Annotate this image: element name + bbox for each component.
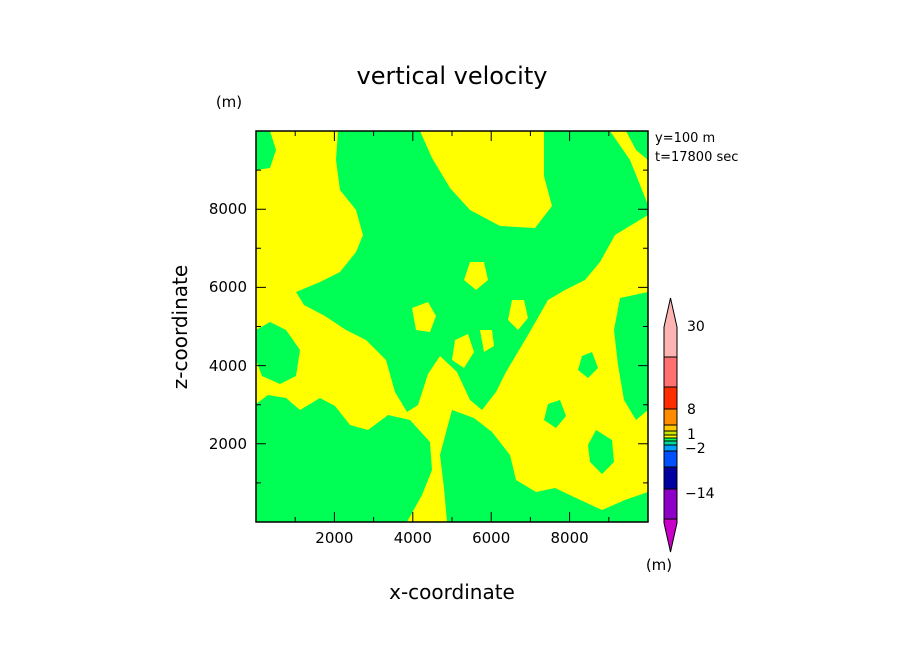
colorbar-tick-label: 30 [687, 319, 705, 335]
colorbar-unit: (m) [646, 556, 672, 574]
x-tick-label: 8000 [551, 529, 589, 547]
y-tick-label: 8000 [209, 200, 247, 218]
x-tick-label: 2000 [315, 529, 353, 547]
x-tick-labels: 2000 4000 6000 8000 [315, 529, 588, 547]
chart-title: vertical velocity [357, 62, 548, 90]
colorbar-tick-label: 8 [687, 402, 696, 418]
colorbar-bin-5 [664, 425, 677, 431]
colorbar-bin-10 [664, 445, 677, 451]
y-tick-label: 6000 [209, 278, 247, 296]
y-axis-label: z-coordinate [168, 265, 192, 389]
colorbar-bin-3 [664, 387, 677, 409]
y-tick-labels: 2000 4000 6000 8000 [209, 200, 247, 453]
colorbar-end-top [664, 298, 677, 327]
colorbar-bin-12 [664, 467, 677, 489]
colorbar-bin-11 [664, 451, 677, 467]
colorbar-bin-14 [664, 519, 677, 523]
x-tick-label: 6000 [472, 529, 510, 547]
colorbar: 30 8 1 −2 −14 (m) [646, 298, 715, 574]
colorbar-bin-1 [664, 327, 677, 357]
colorbar-bin-2 [664, 357, 677, 387]
colorbar-bin-6 [664, 431, 677, 435]
y-axis-unit: (m) [216, 93, 242, 111]
colorbar-labels: 30 8 1 −2 −14 [685, 319, 715, 502]
annotation-time: t=17800 sec [655, 150, 738, 165]
y-tick-label: 4000 [209, 357, 247, 375]
y-tick-label: 2000 [209, 435, 247, 453]
colorbar-bin-9 [664, 441, 677, 445]
plot-area [256, 131, 648, 522]
annotation-y-position: y=100 m [655, 131, 715, 146]
x-tick-label: 4000 [394, 529, 432, 547]
colorbar-end-bottom [664, 523, 677, 552]
colorbar-bin-4 [664, 409, 677, 425]
colorbar-tick-label: −14 [685, 486, 715, 502]
colorbar-bin-13 [664, 489, 677, 519]
x-axis-label: x-coordinate [389, 580, 515, 604]
colorbar-tick-label: −2 [685, 441, 706, 457]
